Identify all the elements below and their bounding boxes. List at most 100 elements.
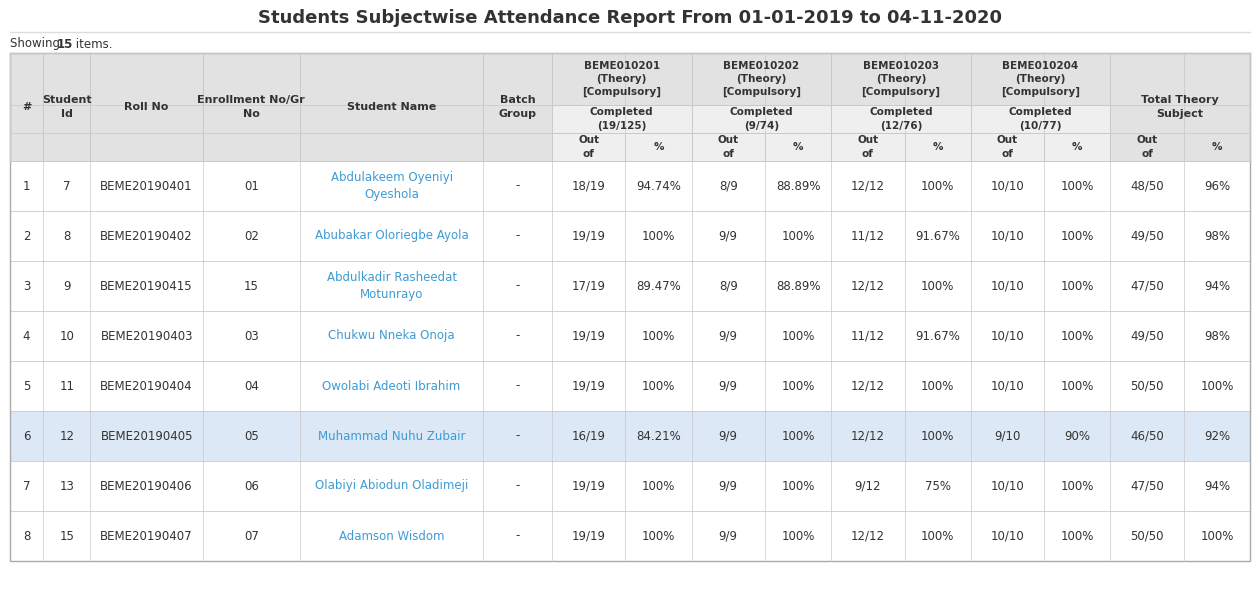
Text: Roll No: Roll No <box>125 102 169 112</box>
Text: 100%: 100% <box>1061 530 1094 542</box>
Text: 10/10: 10/10 <box>990 480 1024 492</box>
Text: 88.89%: 88.89% <box>776 179 820 193</box>
Text: 05: 05 <box>244 429 258 442</box>
Text: BEME010203
(Theory)
[Compulsory]: BEME010203 (Theory) [Compulsory] <box>862 61 940 98</box>
Text: Owolabi Adeoti Ibrahim: Owolabi Adeoti Ibrahim <box>323 379 461 393</box>
Text: 100%: 100% <box>1201 530 1234 542</box>
Text: 48/50: 48/50 <box>1130 179 1164 193</box>
Text: 89.47%: 89.47% <box>636 279 680 293</box>
Text: items.: items. <box>72 37 112 51</box>
Text: 06: 06 <box>244 480 258 492</box>
Text: Abdulakeem Oyeniyi
Oyeshola: Abdulakeem Oyeniyi Oyeshola <box>330 171 452 201</box>
Text: 100%: 100% <box>641 329 675 343</box>
Bar <box>832 53 970 105</box>
Bar <box>552 53 692 105</box>
Bar <box>765 133 832 161</box>
Text: 4: 4 <box>23 329 30 343</box>
Text: 9/9: 9/9 <box>718 329 737 343</box>
Text: 100%: 100% <box>921 279 954 293</box>
Text: 100%: 100% <box>781 229 815 243</box>
Text: BEME20190404: BEME20190404 <box>101 379 193 393</box>
Bar <box>10 211 1250 261</box>
Text: BEME010202
(Theory)
[Compulsory]: BEME010202 (Theory) [Compulsory] <box>722 61 801 98</box>
Text: 100%: 100% <box>1061 480 1094 492</box>
Text: %: % <box>793 142 804 152</box>
Text: BEME20190403: BEME20190403 <box>101 329 193 343</box>
Text: 50/50: 50/50 <box>1130 530 1164 542</box>
Text: -: - <box>515 429 520 442</box>
Text: 02: 02 <box>244 229 258 243</box>
Text: 12/12: 12/12 <box>850 279 885 293</box>
Text: 07: 07 <box>244 530 258 542</box>
Text: Adamson Wisdom: Adamson Wisdom <box>339 530 445 542</box>
Text: 19/19: 19/19 <box>572 530 606 542</box>
Text: BEME20190407: BEME20190407 <box>101 530 193 542</box>
Text: 18/19: 18/19 <box>572 179 606 193</box>
Text: 6: 6 <box>23 429 30 442</box>
Text: 8/9: 8/9 <box>718 279 737 293</box>
Text: 7: 7 <box>23 480 30 492</box>
Text: 7: 7 <box>63 179 71 193</box>
Bar <box>10 53 43 161</box>
Text: 100%: 100% <box>921 429 954 442</box>
Bar <box>43 53 91 161</box>
Text: Showing: Showing <box>10 37 64 51</box>
Text: %: % <box>932 142 942 152</box>
Text: 8/9: 8/9 <box>718 179 737 193</box>
Bar <box>1045 133 1110 161</box>
Text: 9: 9 <box>63 279 71 293</box>
Text: 10/10: 10/10 <box>990 279 1024 293</box>
Bar <box>10 53 1250 561</box>
Bar <box>10 511 1250 561</box>
Text: 11/12: 11/12 <box>850 329 885 343</box>
Text: 91.67%: 91.67% <box>915 229 960 243</box>
Text: 12: 12 <box>59 429 74 442</box>
Text: 11: 11 <box>59 379 74 393</box>
Text: 11/12: 11/12 <box>850 229 885 243</box>
Bar <box>91 53 203 161</box>
Text: Muhammad Nuhu Zubair: Muhammad Nuhu Zubair <box>318 429 465 442</box>
Text: 8: 8 <box>23 530 30 542</box>
Text: Out
of: Out of <box>578 135 600 158</box>
Text: 100%: 100% <box>1201 379 1234 393</box>
Text: Completed
(12/76): Completed (12/76) <box>869 107 932 131</box>
Text: 17/19: 17/19 <box>572 279 606 293</box>
Bar <box>905 133 970 161</box>
Text: 100%: 100% <box>781 429 815 442</box>
Text: 49/50: 49/50 <box>1130 329 1164 343</box>
Text: -: - <box>515 480 520 492</box>
Bar <box>10 361 1250 411</box>
Text: 94.74%: 94.74% <box>636 179 680 193</box>
Text: 100%: 100% <box>641 530 675 542</box>
Text: 100%: 100% <box>1061 379 1094 393</box>
Text: 98%: 98% <box>1203 329 1230 343</box>
Bar <box>692 53 832 105</box>
Text: 8: 8 <box>63 229 71 243</box>
Bar <box>10 261 1250 311</box>
Text: 84.21%: 84.21% <box>636 429 680 442</box>
Text: Student
Id: Student Id <box>42 95 92 119</box>
Text: Out
of: Out of <box>1137 135 1158 158</box>
Text: 100%: 100% <box>641 480 675 492</box>
Bar <box>625 133 692 161</box>
Text: BEME20190406: BEME20190406 <box>101 480 193 492</box>
Text: Completed
(9/74): Completed (9/74) <box>730 107 793 131</box>
Text: Olabiyi Abiodun Oladimeji: Olabiyi Abiodun Oladimeji <box>315 480 469 492</box>
Text: 19/19: 19/19 <box>572 229 606 243</box>
Text: 50/50: 50/50 <box>1130 379 1164 393</box>
Text: 19/19: 19/19 <box>572 480 606 492</box>
Text: BEME20190401: BEME20190401 <box>101 179 193 193</box>
Text: Total Theory
Subject: Total Theory Subject <box>1142 95 1220 119</box>
Text: Out
of: Out of <box>997 135 1018 158</box>
Bar <box>692 105 832 133</box>
Text: 15: 15 <box>59 530 74 542</box>
Text: 100%: 100% <box>781 480 815 492</box>
Text: 19/19: 19/19 <box>572 329 606 343</box>
Bar <box>10 311 1250 361</box>
Text: 12/12: 12/12 <box>850 429 885 442</box>
Bar <box>10 461 1250 511</box>
Text: 90%: 90% <box>1065 429 1090 442</box>
Bar <box>10 411 1250 461</box>
Bar <box>970 133 1045 161</box>
Text: Abubakar Oloriegbe Ayola: Abubakar Oloriegbe Ayola <box>315 229 469 243</box>
